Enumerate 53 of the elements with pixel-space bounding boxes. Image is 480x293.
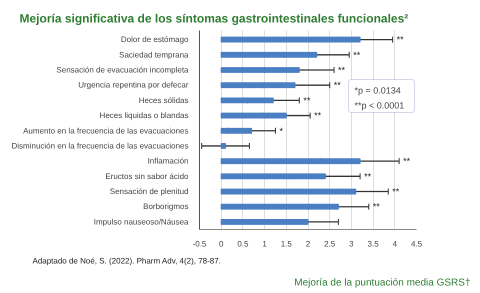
x-tick-label: 2.5 bbox=[324, 240, 336, 248]
bar bbox=[220, 204, 339, 210]
bar bbox=[220, 52, 318, 58]
annotation: ** bbox=[392, 186, 400, 197]
annotation: ** bbox=[334, 80, 342, 90]
y-tick-label: Sensación de plenitud bbox=[110, 187, 189, 196]
bar bbox=[220, 67, 300, 73]
bar bbox=[220, 128, 252, 134]
y-tick-label: Aumento en la frecuencia de las evacuaciones bbox=[23, 126, 188, 136]
x-tick-label: 4 bbox=[392, 240, 398, 248]
annotation: ** bbox=[364, 171, 372, 182]
annotation: ** bbox=[353, 50, 361, 60]
annotation: ** bbox=[396, 34, 404, 45]
annotation: ** bbox=[314, 110, 322, 121]
y-tick-label: Dolor de estómago bbox=[120, 35, 190, 44]
x-tick-label: 3 bbox=[349, 240, 354, 248]
x-tick-label: 2 bbox=[306, 240, 311, 248]
y-tick-label: Urgencia repentina por defecar bbox=[78, 80, 189, 90]
y-tick-label: Inflamación bbox=[148, 156, 189, 166]
bar bbox=[220, 218, 308, 225]
bar bbox=[220, 158, 361, 164]
y-tick-label: Impulso nauseoso/Náusea bbox=[94, 217, 190, 226]
x-tick-label: 0.5 bbox=[237, 240, 250, 248]
x-tick-label: 3.5 bbox=[368, 240, 380, 248]
chart-title: Mejoría significativa de los síntomas gastrointestinales funcionales² bbox=[20, 12, 408, 26]
y-tick-label: Borborigmos bbox=[143, 202, 189, 212]
bar bbox=[220, 173, 326, 180]
x-tick-label: 4.5 bbox=[410, 240, 423, 248]
annotation: ** bbox=[403, 156, 411, 166]
y-tick-label: Sensación de evacuación incompleta bbox=[56, 65, 190, 74]
bar bbox=[220, 82, 296, 88]
bar bbox=[220, 188, 356, 194]
annotation: * bbox=[279, 126, 284, 136]
bar bbox=[220, 112, 287, 118]
annotation: ** bbox=[372, 202, 380, 212]
x-tick-label: 1.5 bbox=[280, 240, 292, 248]
x-tick-label: -0.5 bbox=[192, 240, 207, 248]
annotation: ** bbox=[338, 64, 346, 75]
annotation: **p < 0.0001 bbox=[354, 100, 404, 110]
y-tick-label: Saciedad temprana bbox=[119, 50, 190, 60]
y-tick-label: Heces liquidas o blandas bbox=[100, 111, 189, 120]
x-axis-title: Mejoría de la puntuación media GSRS† bbox=[294, 278, 471, 288]
annotation: ** bbox=[303, 95, 311, 106]
x-tick-label: 0 bbox=[218, 240, 224, 248]
text: Adaptado de Noé, S. (2022). Pharm Adv, 4(2), 78-87. bbox=[32, 256, 221, 266]
x-tick-label: 1 bbox=[262, 240, 268, 248]
y-tick-label: Eructos sin sabor ácido bbox=[105, 172, 190, 181]
bar bbox=[220, 97, 274, 104]
y-tick-label: Disminución en la frecuencia de las evacuaciones bbox=[12, 141, 189, 150]
bar bbox=[220, 36, 361, 43]
annotation: *p = 0.0134 bbox=[354, 86, 401, 96]
y-tick-label: Heces sólidas bbox=[138, 96, 189, 105]
bar bbox=[220, 143, 226, 149]
